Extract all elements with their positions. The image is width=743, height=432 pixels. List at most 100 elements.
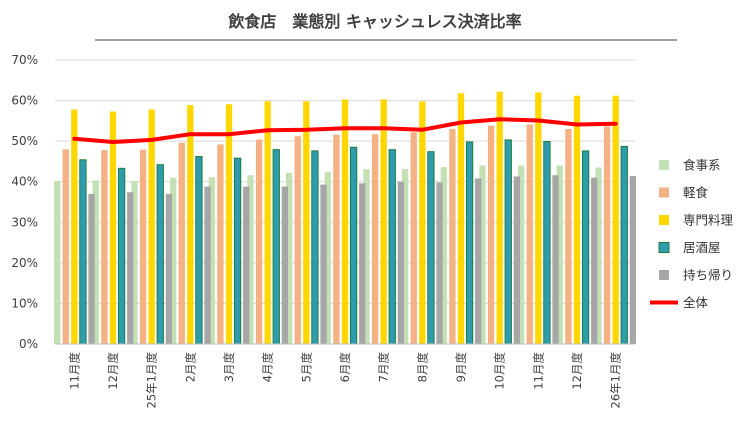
bar-持ち帰り-25年1月度 <box>165 193 173 344</box>
bar-居酒屋-26年1月度 <box>620 145 628 345</box>
bar-軽食-8月度 <box>410 132 417 344</box>
bar-専門料理-12月度 <box>109 111 117 344</box>
bar-持ち帰り-7月度 <box>397 181 405 344</box>
bar-持ち帰り-12月度 <box>591 177 598 344</box>
bar-軽食-4月度 <box>255 139 263 344</box>
y-tick-label: 10% <box>11 296 38 310</box>
x-tick-label: 5月度 <box>299 352 313 383</box>
bar-専門料理-9月度 <box>457 93 465 344</box>
x-tick-label: 7月度 <box>377 352 391 383</box>
legend-swatch-居酒屋 <box>658 242 670 253</box>
bar-持ち帰り-2月度 <box>204 186 211 344</box>
x-tick-label: 9月度 <box>454 352 468 383</box>
line-全体 <box>72 117 618 144</box>
bar-食事系-9月度 <box>440 167 447 344</box>
x-tick-label: 25年1月度 <box>145 352 159 409</box>
y-tick-label: 40% <box>11 175 38 189</box>
x-axis: 11月度 12月度 25年1月度 2月度 3月度 4月度 5月度 6月度 7月度 8月度 9月度 10… <box>67 352 622 409</box>
bar-食事系-25年1月度 <box>131 180 138 344</box>
bar-軽食-12月度 <box>565 128 572 344</box>
x-tick-label: 12月度 <box>106 352 120 390</box>
bar-軽食-6月度 <box>333 134 340 344</box>
x-tick-label: 8月度 <box>415 352 429 383</box>
bar-軽食-25年1月度 <box>139 149 147 344</box>
bar-持ち帰り-12月度 <box>127 192 134 344</box>
bar-居酒屋-12月度 <box>117 167 126 345</box>
bar-持ち帰り-9月度 <box>475 178 482 344</box>
bar-食事系-3月度 <box>208 177 215 344</box>
bar-食事系-2月度 <box>169 177 177 344</box>
bar-居酒屋-9月度 <box>465 141 474 345</box>
bar-専門料理-26年1月度 <box>612 95 619 345</box>
chart-title: 飲食店 業態別 キャッシュレス決済比率 <box>227 12 521 31</box>
bar-専門料理-2月度 <box>187 105 194 344</box>
bar-専門料理-10月度 <box>496 91 503 344</box>
legend-label-食事系: 食事系 <box>683 158 721 173</box>
bar-専門料理-25年1月度 <box>148 109 155 344</box>
bar-食事系-11月度 <box>517 165 525 344</box>
bar-居酒屋-4月度 <box>272 149 280 345</box>
bar-食事系-6月度 <box>324 171 331 344</box>
y-tick-label: 20% <box>11 256 38 270</box>
bar-専門料理-11月度 <box>71 109 78 344</box>
bar-軽食-26年1月度 <box>603 126 611 344</box>
legend-label-軽食: 軽食 <box>683 185 709 200</box>
bar-居酒屋-8月度 <box>427 151 435 345</box>
x-tick-label: 10月度 <box>493 352 507 390</box>
bar-専門料理-5月度 <box>303 101 310 344</box>
y-tick-label: 70% <box>11 53 38 67</box>
legend-swatch-軽食 <box>659 187 669 198</box>
x-tick-label: 6月度 <box>338 352 352 383</box>
bar-持ち帰り-5月度 <box>320 184 327 344</box>
bar-持ち帰り-26年1月度 <box>629 176 637 344</box>
bar-持ち帰り-11月度 <box>88 193 95 344</box>
bar-居酒屋-11月度 <box>79 159 87 345</box>
bar-専門料理-7月度 <box>380 99 387 345</box>
legend-label-専門料理: 専門料理 <box>683 213 734 228</box>
bar-専門料理-3月度 <box>225 104 233 344</box>
bar-軽食-3月度 <box>217 144 224 344</box>
bar-居酒屋-6月度 <box>349 146 358 345</box>
bar-軽食-9月度 <box>449 128 456 344</box>
bar-持ち帰り-8月度 <box>436 182 443 344</box>
bar-食事系-4月度 <box>247 175 254 344</box>
bars <box>53 91 637 345</box>
bar-食事系-10月度 <box>479 165 486 344</box>
legend-label-居酒屋: 居酒屋 <box>683 240 721 255</box>
bar-食事系-5月度 <box>285 172 293 344</box>
x-tick-label: 12月度 <box>570 352 584 390</box>
bar-専門料理-6月度 <box>341 99 349 345</box>
bar-食事系-11月度 <box>53 180 61 344</box>
x-tick-label: 11月度 <box>531 352 545 390</box>
bar-軽食-5月度 <box>294 136 301 344</box>
y-tick-label: 0% <box>19 337 38 351</box>
bar-居酒屋-10月度 <box>504 139 512 345</box>
bar-居酒屋-7月度 <box>388 149 396 345</box>
bar-持ち帰り-11月度 <box>552 175 559 344</box>
bar-食事系-26年1月度 <box>595 167 602 344</box>
y-tick-label: 30% <box>11 215 38 229</box>
y-tick-label: 50% <box>11 134 38 148</box>
bar-軽食-10月度 <box>487 125 495 345</box>
legend-swatch-持ち帰り <box>659 270 669 280</box>
x-tick-label: 26年1月度 <box>609 352 623 409</box>
bar-軽食-11月度 <box>62 149 69 344</box>
bar-持ち帰り-3月度 <box>243 186 250 344</box>
bar-居酒屋-5月度 <box>311 150 319 345</box>
bar-居酒屋-3月度 <box>233 157 242 345</box>
bar-軽食-12月度 <box>101 150 108 344</box>
legend-label-持ち帰り: 持ち帰り <box>683 268 733 283</box>
line-series <box>72 117 618 144</box>
bar-居酒屋-11月度 <box>543 141 551 345</box>
x-tick-label: 4月度 <box>261 352 275 383</box>
legend-label-全体: 全体 <box>683 295 709 310</box>
bar-持ち帰り-10月度 <box>513 176 521 344</box>
bar-専門料理-11月度 <box>535 92 542 344</box>
bar-食事系-12月度 <box>92 180 99 344</box>
y-tick-label: 60% <box>11 94 38 108</box>
x-tick-label: 3月度 <box>222 352 236 383</box>
bar-軽食-2月度 <box>178 142 185 344</box>
bar-食事系-12月度 <box>556 165 563 344</box>
